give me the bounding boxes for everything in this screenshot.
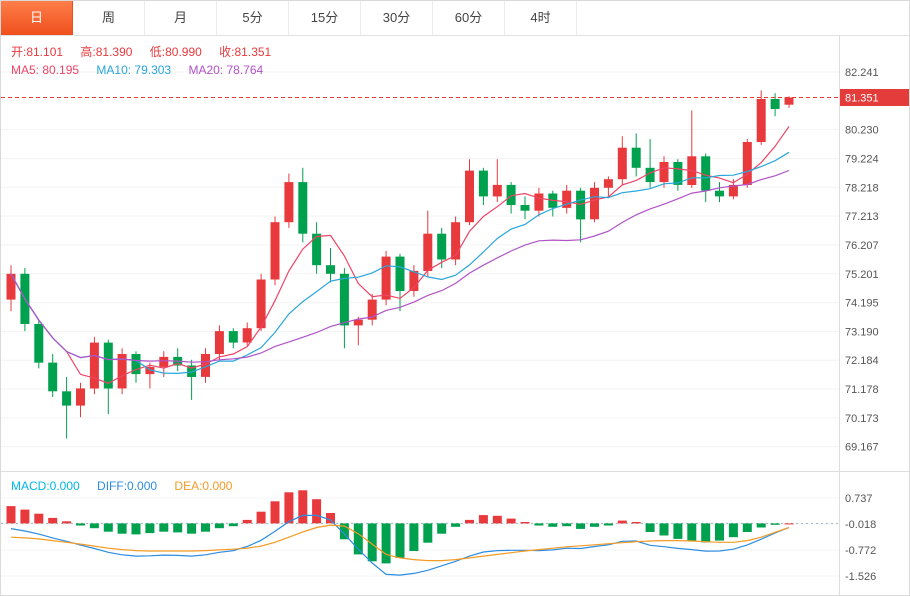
tab-4hour[interactable]: 4时: [505, 1, 577, 35]
svg-text:-1.526: -1.526: [845, 571, 876, 583]
macd-axis: 0.737 -0.018 -0.772 -1.526: [1, 493, 876, 583]
tab-5min[interactable]: 5分: [217, 1, 289, 35]
svg-text:0.737: 0.737: [845, 493, 873, 505]
svg-text:77.213: 77.213: [845, 211, 879, 223]
svg-text:81.351: 81.351: [845, 93, 879, 105]
ma5-line: [10, 126, 790, 384]
svg-text:70.173: 70.173: [845, 413, 879, 425]
svg-text:82.241: 82.241: [845, 67, 879, 79]
tab-30min[interactable]: 30分: [361, 1, 433, 35]
tab-week[interactable]: 周: [73, 1, 145, 35]
svg-text:74.195: 74.195: [845, 298, 879, 310]
timeframe-tabbar: 日 周 月 5分 15分 30分 60分 4时: [1, 1, 909, 36]
dea-line: [10, 524, 790, 562]
svg-text:-0.772: -0.772: [845, 545, 876, 557]
svg-text:79.224: 79.224: [845, 154, 879, 166]
candles-layer: [6, 90, 794, 439]
svg-text:73.190: 73.190: [845, 326, 879, 338]
tab-day[interactable]: 日: [1, 1, 73, 35]
tab-15min[interactable]: 15分: [289, 1, 361, 35]
price-axis: 82.241 80.230 79.224 78.218 77.213 76.207 75.2…: [1, 67, 879, 454]
macd-histogram: [6, 490, 794, 564]
current-price-badge: 81.351: [839, 89, 909, 106]
tab-60min[interactable]: 60分: [433, 1, 505, 35]
svg-text:69.167: 69.167: [845, 442, 879, 454]
svg-text:-0.018: -0.018: [845, 519, 876, 531]
svg-text:72.184: 72.184: [845, 355, 879, 367]
svg-text:75.201: 75.201: [845, 269, 879, 281]
svg-text:80.230: 80.230: [845, 125, 879, 137]
candlestick-chart[interactable]: 82.241 80.230 79.224 78.218 77.213 76.207 75.2…: [1, 35, 909, 595]
diff-line: [10, 514, 790, 576]
svg-text:78.218: 78.218: [845, 182, 879, 194]
tab-month[interactable]: 月: [145, 1, 217, 35]
ma20-line: [10, 169, 790, 363]
ma10-line: [10, 151, 790, 375]
svg-text:76.207: 76.207: [845, 240, 879, 252]
svg-text:71.178: 71.178: [845, 384, 879, 396]
